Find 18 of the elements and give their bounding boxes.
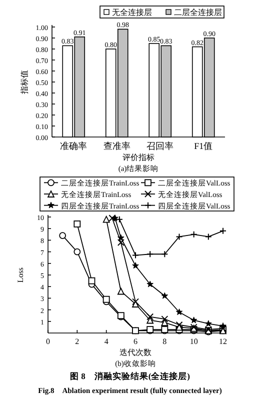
x-tick-label: 准确率: [60, 141, 88, 151]
x-tick-label: 12: [219, 337, 227, 346]
x-tick-label: 召回率: [146, 141, 174, 151]
caption: 图 8 消融实验结果(全连接层): [70, 371, 190, 381]
y-axis-title: Loss: [16, 267, 25, 283]
x-tick-label: 2: [75, 337, 80, 346]
x-tick-label: 0: [46, 337, 50, 346]
legend-label: 无全连接层: [112, 8, 152, 17]
x-tick-label: F1值: [194, 141, 213, 151]
x-tick-label: 6: [134, 337, 138, 346]
x-tick-label: 查准率: [103, 141, 130, 151]
x-tick-label: 8: [162, 337, 167, 346]
x-axis-title: 迭代次数: [120, 348, 152, 357]
x-tick-label: 10: [190, 337, 198, 346]
y-axis-title: 指标值: [20, 70, 29, 95]
x-axis-title: 评价指标: [122, 153, 154, 162]
x-tick-label: 4: [104, 337, 108, 346]
legend-label: 二层全连接层: [174, 8, 222, 17]
